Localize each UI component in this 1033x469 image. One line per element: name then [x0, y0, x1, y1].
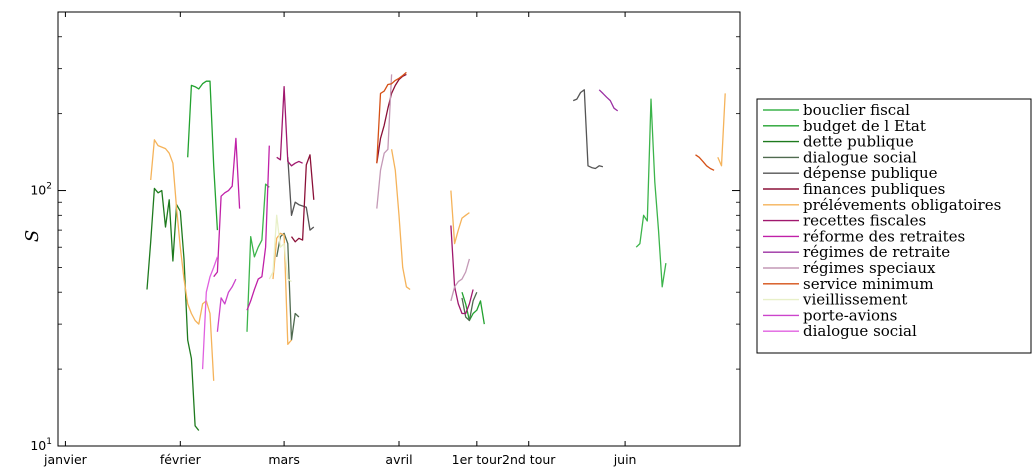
legend-label-11: service minimum [803, 275, 934, 293]
plot-area [57, 11, 741, 447]
series-line-6-4 [717, 93, 726, 167]
series-line-5-0 [290, 154, 315, 243]
legend-label-7: recettes fiscales [803, 212, 926, 230]
series-line-6-3 [450, 190, 470, 245]
series-line-0-1 [635, 98, 667, 288]
series-line-0-0 [246, 183, 270, 332]
x-tick-label-0: janvier [43, 452, 88, 467]
x-tick-label-2: mars [268, 452, 300, 467]
series-line-6-2 [390, 149, 411, 291]
x-tick-label-1: février [160, 452, 202, 467]
series-line-13-0 [216, 278, 237, 332]
series-line-1-1 [461, 292, 485, 325]
series-line-10-1 [450, 258, 471, 302]
series-line-6-0 [150, 139, 215, 381]
series-line-1-0 [187, 80, 219, 231]
x-tick-label-4: 1er tour [452, 452, 503, 467]
series-line-4-0 [287, 157, 315, 231]
series-line-9-0 [598, 89, 619, 112]
x-tick-label-6: juin [613, 452, 637, 467]
legend-label-2: dette publique [803, 133, 914, 151]
series-line-3-1 [461, 291, 478, 322]
y-axis-label: S [22, 230, 43, 242]
x-tick-label-5: 2nd tour [502, 452, 556, 467]
y-tick-label-0: 101 [30, 437, 52, 453]
legend-label-10: régimes speciaux [803, 259, 936, 277]
legend-label-12: vieillissement [802, 291, 907, 309]
x-tick-label-3: avril [385, 452, 412, 467]
legend-box [756, 98, 1032, 354]
series-line-4-1 [572, 89, 604, 170]
series-line-8-1 [246, 145, 270, 311]
legend-label-3: dialogue social [803, 148, 917, 166]
series-line-7-0 [276, 86, 303, 167]
legend-label-14: dialogue social [803, 322, 917, 340]
series-layer [146, 71, 726, 431]
legend-label-0: bouclier fiscal [803, 101, 910, 119]
series-line-2-0 [146, 187, 200, 431]
series-line-6-1 [272, 232, 292, 345]
series-line-12-0 [268, 214, 292, 283]
series-line-11-1 [695, 154, 715, 171]
legend-label-4: dépense publique [803, 164, 938, 182]
legend-label-1: budget de l Etat [803, 117, 926, 135]
legend-label-6: prélévements obligatoires [803, 196, 1001, 214]
series-line-3-0 [276, 232, 300, 341]
legend-label-13: porte-avions [803, 306, 897, 324]
y-tick-label-1: 102 [30, 182, 52, 198]
series-line-11-0 [376, 71, 407, 164]
series-line-10-0 [376, 74, 393, 209]
axis-layer: janvier février mars avril 1er tour 2nd tour j… [30, 11, 740, 467]
legend-label-8: réforme des retraites [803, 227, 965, 245]
series-line-8-0 [213, 137, 241, 278]
legend-label-9: régimes de retraite [803, 243, 950, 261]
series-line-14-0 [201, 256, 219, 370]
series-line-5-1 [376, 73, 407, 164]
legend-label-5: finances publiques [803, 180, 945, 198]
